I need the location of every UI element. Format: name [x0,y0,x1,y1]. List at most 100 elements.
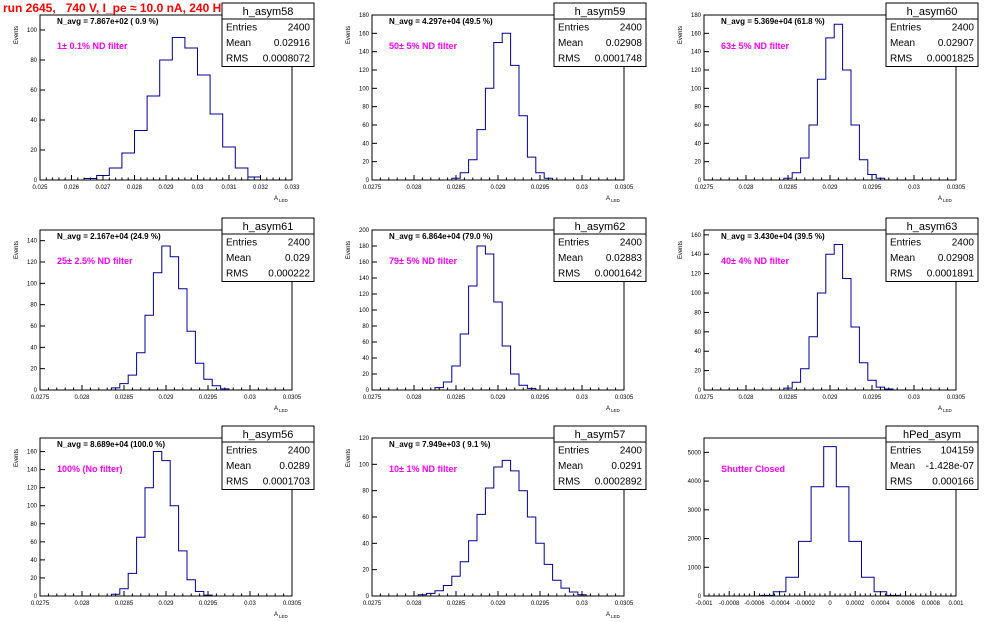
histogram-name: h_asym63 [907,221,958,233]
stats-value-mean: 0.02908 [606,38,643,49]
y-tick-label: 0 [34,388,38,394]
y-tick-label: 40 [362,541,369,547]
x-tick-label: 0.029 [158,395,174,401]
stats-label-rms: RMS [558,269,581,280]
x-axis-label: ALED [274,196,289,203]
x-tick-label: 0.0275 [695,185,714,191]
x-tick-label: 0.03 [192,185,204,191]
y-tick-label: 160 [27,450,38,456]
x-tick-label: 0.027 [95,185,111,191]
x-tick-label: -0.001 [695,601,713,607]
y-tick-label: 160 [691,233,702,239]
x-tick-label: 0.0285 [447,395,466,401]
y-tick-label: 0 [366,178,370,184]
x-tick-label: 0.029 [158,601,174,607]
y-tick-label: 140 [691,252,702,258]
x-axis-label: ALED [938,196,953,203]
x-tick-label: 0.0275 [363,601,382,607]
y-tick-label: 3000 [688,508,702,514]
x-tick-label: 0.028 [738,185,754,191]
y-tick-label: 120 [691,272,702,278]
y-tick-label: 80 [362,105,369,111]
histogram-name: hPed_asym [903,429,961,441]
x-axis-label-sub: LED [943,408,953,413]
stats-label-mean: Mean [890,253,915,264]
histogram-panel-hPed_asym: -0.001 -0.0008 -0.0006 -0.0004 -0.0002 0 0.000… [688,425,979,607]
y-tick-label: 80 [30,303,37,309]
pad-title: N_avg = 7.867e+02 ( 0.9 %) [57,17,159,26]
filter-annotation: 25± 2.5% ND filter [57,256,133,266]
y-tick-label: 40 [362,141,369,147]
x-tick-label: 0.0305 [947,395,966,401]
x-tick-label: 0.0305 [615,395,634,401]
x-tick-label: -0.0002 [795,601,816,607]
pad-title: N_avg = 6.864e+04 (79.0 %) [389,232,493,241]
y-tick-label: 100 [359,86,370,92]
y-tick-label: 100 [27,504,38,510]
stats-box: h_asym58 Entries 2400 Mean 0.02916 RMS 0.00080… [221,2,315,67]
x-tick-label: 0.0305 [947,185,966,191]
stats-label-entries: Entries [226,238,257,249]
y-tick-label: 60 [362,515,369,521]
x-tick-label: 0.029 [490,601,506,607]
y-tick-label: 160 [691,31,702,37]
pad-title: N_avg = 7.949e+03 ( 9.1 %) [389,440,491,449]
histogram-name: h_asym60 [907,6,958,18]
y-tick-label: 60 [694,330,701,336]
stats-box: h_asym62 Entries 2400 Mean 0.02883 RMS 0.00016… [553,217,647,282]
stats-box: h_asym59 Entries 2400 Mean 0.02908 RMS 0.00017… [553,2,647,67]
x-tick-label: 0.028 [74,601,90,607]
histogram-line [748,446,912,597]
stats-label-rms: RMS [558,477,581,488]
stats-label-mean: Mean [558,253,583,264]
x-tick-label: 0.028 [738,395,754,401]
x-axis-label: ALED [606,196,621,203]
x-tick-label: 0.0004 [871,601,890,607]
stats-value-mean: 0.02883 [606,253,643,264]
x-tick-label: -0.0006 [744,601,765,607]
x-axis-label-sub: LED [611,614,621,619]
y-tick-label: 60 [30,88,37,94]
pad-title: N_avg = 2.167e+04 (24.9 %) [57,232,161,241]
y-tick-label: 0 [698,594,702,600]
histogram-line [103,451,221,597]
y-tick-label: 20 [30,576,37,582]
filter-annotation: 1± 0.1% ND filter [57,41,128,51]
y-tick-label: 0 [34,594,38,600]
x-tick-label: 0.029 [822,395,838,401]
x-axis-label-main: A [606,406,610,412]
y-tick-label: 100 [691,291,702,297]
stats-box-frame [221,425,315,490]
stats-value-entries: 2400 [952,23,975,34]
histogram-line [775,244,902,391]
stats-box-frame [221,2,315,67]
histogram-name: h_asym61 [243,221,294,233]
stats-value-entries: 2400 [620,238,643,249]
y-axis-label: Events [346,241,352,259]
y-tick-label: 180 [359,13,370,19]
y-tick-label: 40 [694,349,701,355]
y-tick-label: 20 [362,160,369,166]
y-tick-label: 4000 [688,479,702,485]
stats-label-rms: RMS [226,477,249,488]
histogram-panel-h_asym63: 0.0275 0.028 0.0285 0.029 0.0295 0.03 0.0305 0 2… [678,217,979,413]
stats-value-mean: 0.02916 [274,38,311,49]
histogram-name: h_asym56 [243,429,294,441]
x-tick-label: 0.0305 [283,601,302,607]
stats-box-frame [553,2,647,67]
y-tick-label: 0 [698,388,702,394]
x-axis-label-main: A [606,612,610,618]
x-axis-label: ALED [274,612,289,619]
x-tick-label: -0.0004 [769,601,790,607]
y-tick-label: 140 [27,239,38,245]
stats-label-mean: Mean [890,38,915,49]
x-tick-label: 0.028 [406,395,422,401]
x-axis-label-sub: LED [279,614,289,619]
stats-label-mean: Mean [226,38,251,49]
x-axis-label-sub: LED [943,198,953,203]
filter-annotation: 10± 1% ND filter [389,464,457,474]
histogram-panel-h_asym60: 0.0275 0.028 0.0285 0.029 0.0295 0.03 0.0305 0 2… [678,2,979,203]
y-tick-label: 80 [30,58,37,64]
x-tick-label: 0.03 [244,395,256,401]
x-axis-label-sub: LED [611,198,621,203]
